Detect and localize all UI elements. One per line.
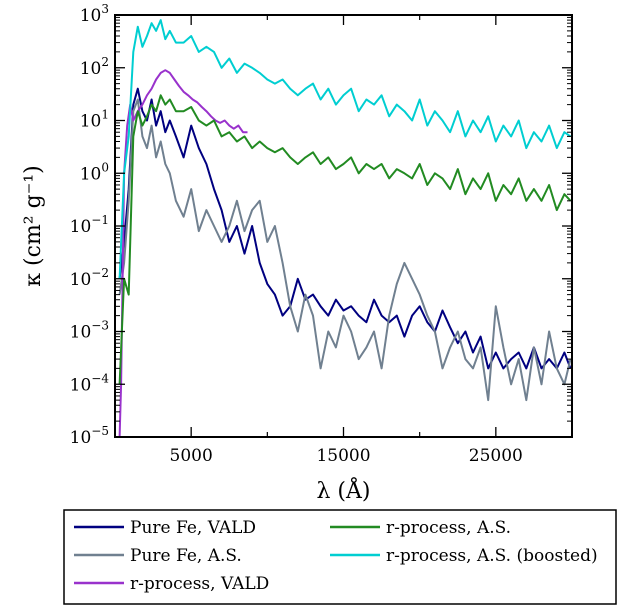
legend-label-r-process-as: r-process, A.S. <box>386 518 511 538</box>
y-tick-label: 10−1 <box>70 213 109 237</box>
series-line-4 <box>118 19 572 279</box>
series-line-1 <box>118 98 572 402</box>
x-tick-label: 15000 <box>316 446 370 466</box>
x-axis-label: λ (Å) <box>317 476 371 504</box>
y-tick-label: 101 <box>80 108 109 132</box>
y-tick-label: 10−5 <box>70 424 109 448</box>
legend-frame <box>63 509 617 605</box>
y-tick-label: 100 <box>80 160 109 184</box>
y-tick-label: 10−4 <box>70 371 110 395</box>
y-tick-label: 10−2 <box>70 266 109 290</box>
y-axis-label: κ (cm² g⁻¹) <box>21 165 46 286</box>
x-tick-label: 25000 <box>469 446 523 466</box>
legend-label-pure-fe-vald: Pure Fe, VALD <box>130 518 256 538</box>
plot-series <box>118 19 572 437</box>
y-tick-label: 10−3 <box>70 319 109 343</box>
legend-label-pure-fe-as: Pure Fe, A.S. <box>130 546 242 566</box>
legend-label-r-process-as-boosted: r-process, A.S. (boosted) <box>386 546 598 566</box>
series-line-3 <box>118 94 572 385</box>
y-tick-label: 103 <box>80 2 109 26</box>
axis-ticks: 5000 15000 25000 10−5 10−4 10−3 10−2 10−1 100 101… <box>70 2 572 466</box>
x-tick-label: 5000 <box>170 446 213 466</box>
y-tick-label: 102 <box>80 55 109 79</box>
legend: Pure Fe, VALD Pure Fe, A.S. r-process, V… <box>63 509 617 605</box>
legend-label-r-process-vald: r-process, VALD <box>130 574 269 594</box>
